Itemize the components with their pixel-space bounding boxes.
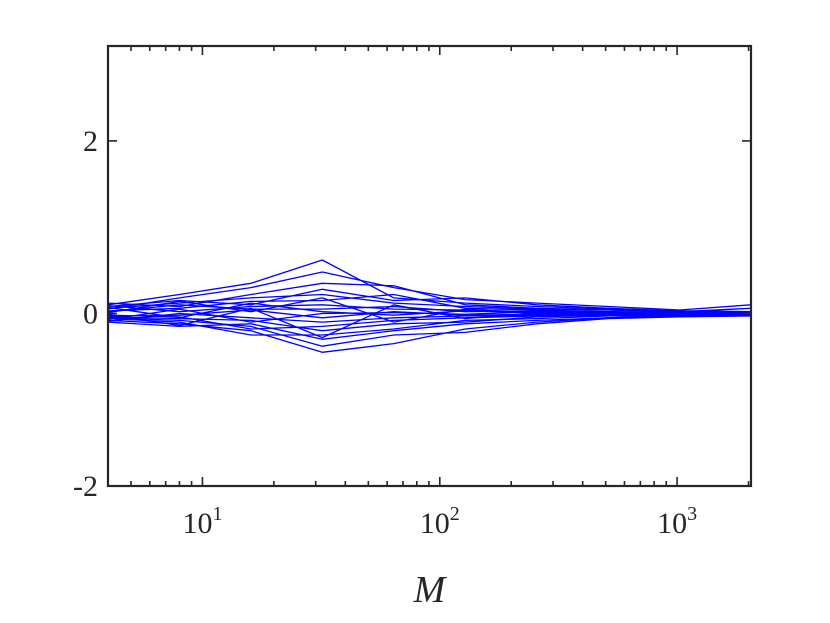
- y-tick-label: 0: [83, 297, 98, 330]
- series-line-19: [107, 297, 751, 323]
- x-tick-label: 103: [657, 503, 697, 540]
- x-axis-label: M: [413, 569, 448, 611]
- y-tick-label: -2: [73, 470, 98, 503]
- series-layer: [107, 259, 752, 353]
- x-tick-label: 102: [420, 503, 460, 540]
- x-tick-exponent: 2: [450, 503, 460, 525]
- series-line-20: [107, 304, 751, 339]
- x-tick-label: 101: [182, 503, 222, 540]
- plot-frame: [106, 44, 753, 488]
- x-tick-base: 10: [420, 507, 450, 540]
- series-line-3: [107, 271, 752, 311]
- series-line-9: [107, 293, 752, 314]
- y-tick-label: 2: [83, 125, 98, 158]
- x-tick-exponent: 3: [687, 503, 697, 525]
- x-tick-exponent: 1: [212, 503, 222, 525]
- series-line-6: [107, 313, 752, 340]
- series-line-8: [107, 312, 752, 336]
- x-tick-base: 10: [182, 507, 212, 540]
- series-line-7: [107, 288, 752, 313]
- x-tick-base: 10: [657, 507, 687, 540]
